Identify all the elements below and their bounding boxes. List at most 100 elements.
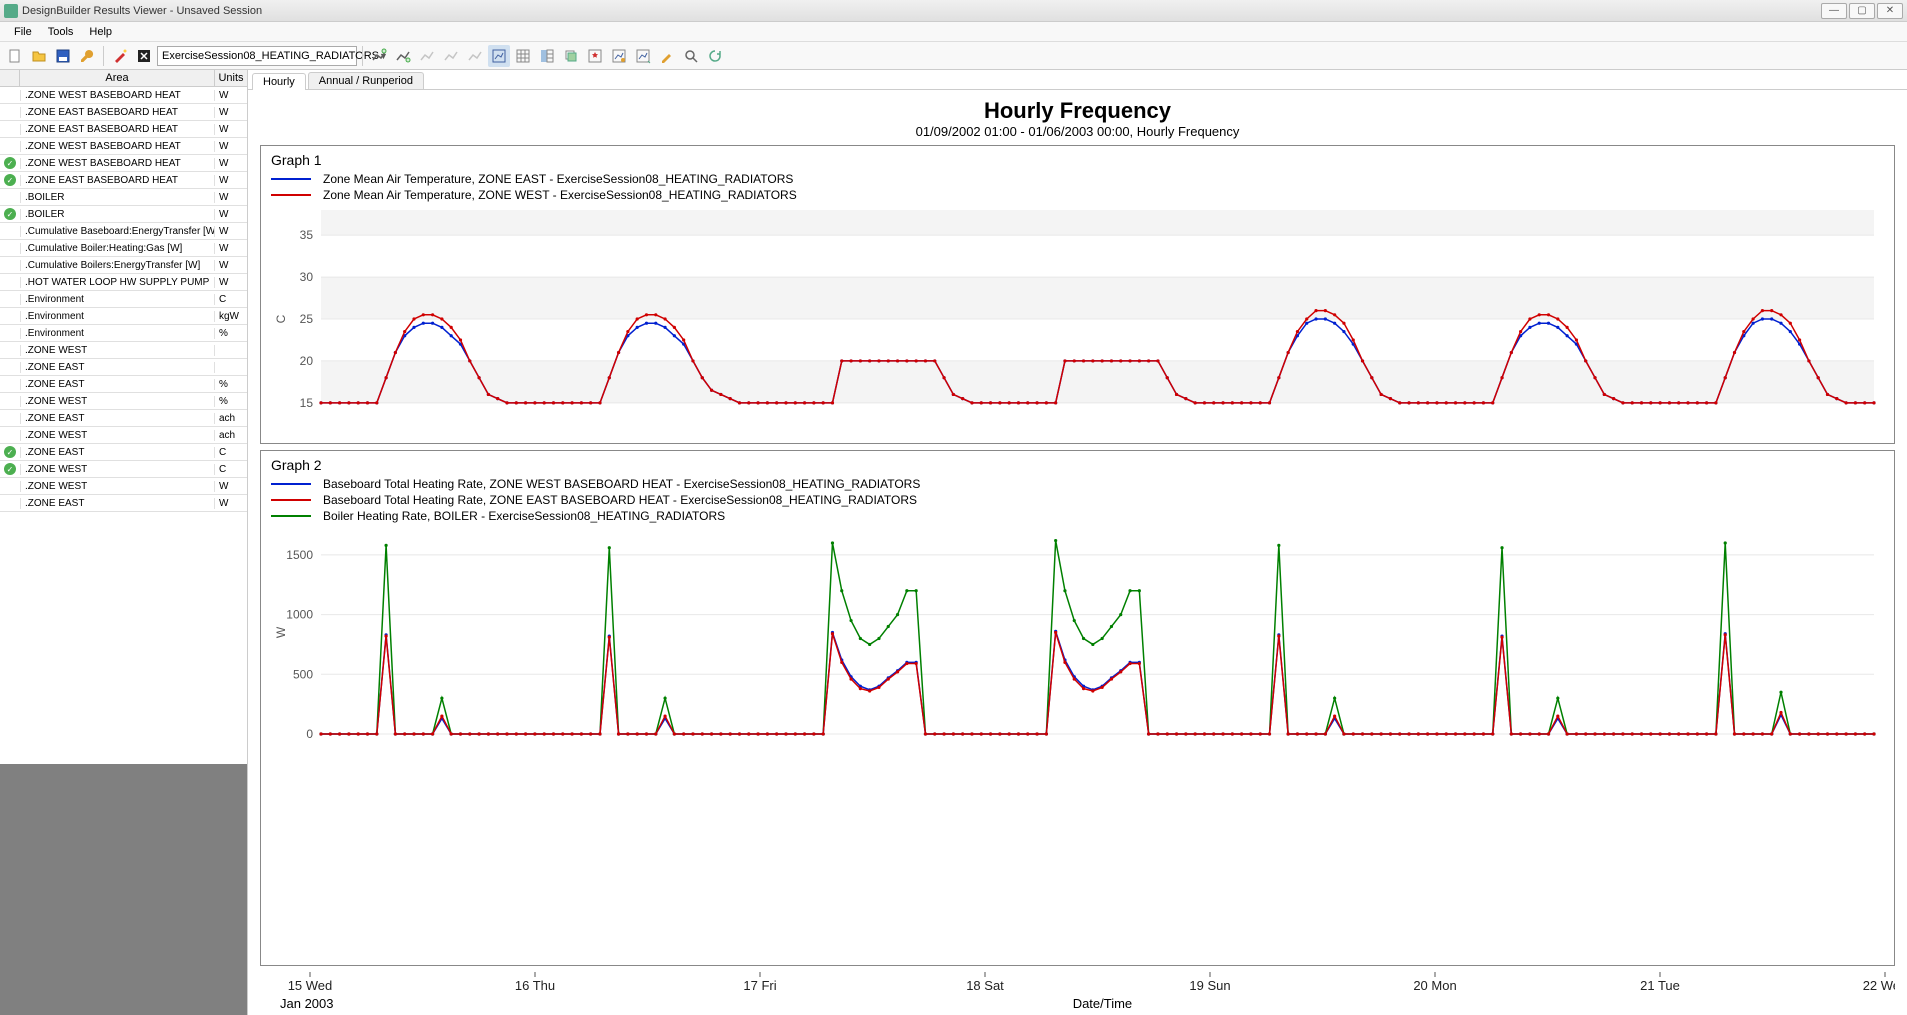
svg-text:15 Wed: 15 Wed <box>288 978 333 993</box>
cell-area: .ZONE WEST BASEBOARD HEAT <box>20 141 215 152</box>
graph-config2-icon[interactable] <box>440 45 462 67</box>
table-row[interactable]: .ZONE WESTach <box>0 427 247 444</box>
table-row[interactable]: .ZONE EASTach <box>0 410 247 427</box>
legend-item[interactable]: Baseboard Total Heating Rate, ZONE WEST … <box>271 477 1884 491</box>
table-row[interactable]: .EnvironmentC <box>0 291 247 308</box>
menu-tools[interactable]: Tools <box>40 24 82 40</box>
wrench-icon[interactable] <box>76 45 98 67</box>
table-row[interactable]: .Cumulative Boiler:Heating:Gas [W]W <box>0 240 247 257</box>
graph1-legend: Zone Mean Air Temperature, ZONE EAST - E… <box>271 172 1884 202</box>
table-row[interactable]: .ZONE WEST <box>0 342 247 359</box>
table-row[interactable]: .ZONE EAST BASEBOARD HEATW <box>0 104 247 121</box>
cell-units: C <box>215 447 247 458</box>
svg-text:W: W <box>274 626 288 638</box>
table-row[interactable]: .BOILERW <box>0 189 247 206</box>
toolbar: ExerciseSession08_HEATING_RADIATORS ▼ <box>0 42 1907 70</box>
table-row[interactable]: .Cumulative Baseboard:EnergyTransfer [W]… <box>0 223 247 240</box>
table-row[interactable]: ✓.ZONE EAST BASEBOARD HEATW <box>0 172 247 189</box>
graph2-plot[interactable]: 050010001500W <box>271 525 1884 740</box>
xaxis-labels: Jan 2003 Date/Time . <box>260 996 1895 1011</box>
legend-item[interactable]: Boiler Heating Rate, BOILER - ExerciseSe… <box>271 509 1884 523</box>
add-graph-up-icon[interactable] <box>368 45 390 67</box>
col-units[interactable]: Units <box>215 70 247 86</box>
cell-units: W <box>215 124 247 135</box>
refresh-icon[interactable] <box>704 45 726 67</box>
cell-units: W <box>215 226 247 237</box>
legend-swatch <box>271 194 311 196</box>
table-row[interactable]: .ZONE EAST% <box>0 376 247 393</box>
legend-item[interactable]: Zone Mean Air Temperature, ZONE EAST - E… <box>271 172 1884 186</box>
xaxis-ticks: 15 Wed16 Thu17 Fri18 Sat19 Sun20 Mon21 T… <box>260 972 1895 996</box>
legend-label: Boiler Heating Rate, BOILER - ExerciseSe… <box>323 509 725 523</box>
table-row[interactable]: .ZONE WEST BASEBOARD HEATW <box>0 138 247 155</box>
table-row[interactable]: ✓.ZONE WEST BASEBOARD HEATW <box>0 155 247 172</box>
cell-units: W <box>215 141 247 152</box>
cell-area: .Environment <box>20 328 215 339</box>
grid-icon[interactable] <box>512 45 534 67</box>
cell-units: W <box>215 158 247 169</box>
table-row[interactable]: .Cumulative Boilers:EnergyTransfer [W]W <box>0 257 247 274</box>
tab-annual-runperiod[interactable]: Annual / Runperiod <box>308 72 424 89</box>
cell-units: W <box>215 175 247 186</box>
check-icon: ✓ <box>4 174 16 186</box>
legend-label: Zone Mean Air Temperature, ZONE EAST - E… <box>323 172 793 186</box>
cell-area: .HOT WATER LOOP HW SUPPLY PUMP <box>20 277 215 288</box>
table-row[interactable]: .ZONE WEST BASEBOARD HEATW <box>0 87 247 104</box>
graph2-label: Graph 2 <box>271 457 1884 473</box>
table-row[interactable]: .Environment% <box>0 325 247 342</box>
graph-config1-icon[interactable] <box>416 45 438 67</box>
search-icon[interactable] <box>680 45 702 67</box>
svg-text:20 Mon: 20 Mon <box>1413 978 1456 993</box>
cell-units: kgW <box>215 311 247 322</box>
graph1-box: Graph 1 Zone Mean Air Temperature, ZONE … <box>260 145 1895 444</box>
svg-text:16 Thu: 16 Thu <box>515 978 555 993</box>
chart-pan-icon[interactable] <box>632 45 654 67</box>
cell-area: .ZONE WEST <box>20 345 215 356</box>
table-row[interactable]: ✓.ZONE EASTC <box>0 444 247 461</box>
table-row[interactable]: .ZONE EASTW <box>0 495 247 512</box>
graph-config3-icon[interactable] <box>464 45 486 67</box>
cell-units: C <box>215 464 247 475</box>
wand-icon[interactable] <box>109 45 131 67</box>
col-area[interactable]: Area <box>20 70 215 86</box>
new-icon[interactable] <box>4 45 26 67</box>
zoom-box-icon[interactable] <box>488 45 510 67</box>
table-row[interactable]: .HOT WATER LOOP HW SUPPLY PUMPW <box>0 274 247 291</box>
chart-annotate-icon[interactable] <box>608 45 630 67</box>
menu-file[interactable]: File <box>6 24 40 40</box>
legend-item[interactable]: Zone Mean Air Temperature, ZONE WEST - E… <box>271 188 1884 202</box>
grid-empty-fill <box>0 764 247 1015</box>
table-row[interactable]: ✓.ZONE WESTC <box>0 461 247 478</box>
grid-header: Area Units <box>0 70 247 87</box>
tab-hourly[interactable]: Hourly <box>252 73 306 90</box>
minimize-button[interactable]: — <box>1821 3 1847 19</box>
close-button[interactable]: ✕ <box>1877 3 1903 19</box>
add-graph-down-icon[interactable] <box>392 45 414 67</box>
star-chart-icon[interactable] <box>584 45 606 67</box>
legend-swatch <box>271 178 311 180</box>
legend-label: Baseboard Total Heating Rate, ZONE WEST … <box>323 477 920 491</box>
maximize-button[interactable]: ▢ <box>1849 3 1875 19</box>
check-icon: ✓ <box>4 463 16 475</box>
svg-text:18 Sat: 18 Sat <box>966 978 1004 993</box>
session-combo[interactable]: ExerciseSession08_HEATING_RADIATORS ▼ <box>157 46 357 66</box>
table-row[interactable]: ✓.BOILERW <box>0 206 247 223</box>
save-icon[interactable] <box>52 45 74 67</box>
open-icon[interactable] <box>28 45 50 67</box>
copy-chart-icon[interactable] <box>560 45 582 67</box>
chart-table-icon[interactable] <box>536 45 558 67</box>
graph1-plot[interactable]: 1520253035C <box>271 204 1884 434</box>
menu-help[interactable]: Help <box>81 24 120 40</box>
pencil-icon[interactable] <box>656 45 678 67</box>
check-icon: ✓ <box>4 208 16 220</box>
cell-area: .Environment <box>20 294 215 305</box>
table-row[interactable]: .ZONE WEST% <box>0 393 247 410</box>
legend-swatch <box>271 499 311 501</box>
legend-item[interactable]: Baseboard Total Heating Rate, ZONE EAST … <box>271 493 1884 507</box>
table-row[interactable]: .ZONE EAST <box>0 359 247 376</box>
table-row[interactable]: .EnvironmentkgW <box>0 308 247 325</box>
svg-text:30: 30 <box>300 270 314 284</box>
table-row[interactable]: .ZONE WESTW <box>0 478 247 495</box>
delete-icon[interactable] <box>133 45 155 67</box>
table-row[interactable]: .ZONE EAST BASEBOARD HEATW <box>0 121 247 138</box>
